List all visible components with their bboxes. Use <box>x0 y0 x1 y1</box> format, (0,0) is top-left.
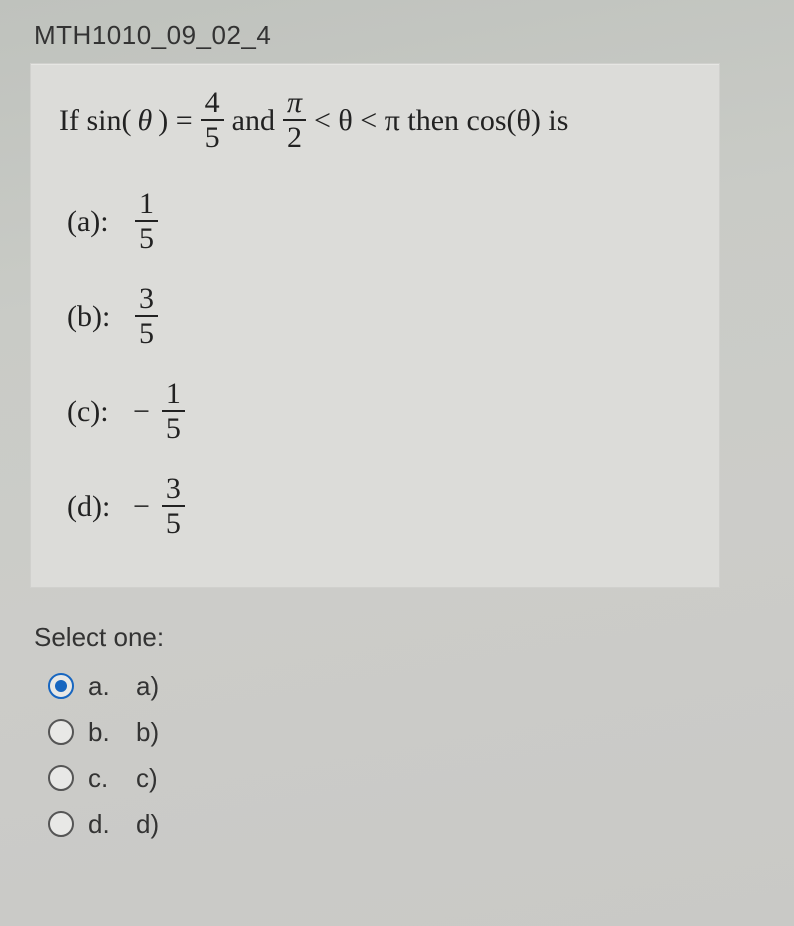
choice-text: d) <box>136 809 159 840</box>
frac-num: 3 <box>135 284 158 315</box>
choice-text: b) <box>136 717 159 748</box>
frac-den: 5 <box>162 410 185 444</box>
bound-frac-num: π <box>283 88 306 119</box>
choice-letter: a. <box>88 671 122 702</box>
stem-eq: ) = <box>158 106 192 136</box>
option-c: (c): − 1 5 <box>67 379 691 444</box>
choice-text: c) <box>136 763 158 794</box>
option-label: (b): <box>67 302 125 332</box>
choice-text: a) <box>136 671 159 702</box>
choice-b[interactable]: b. b) <box>48 709 764 755</box>
option-label: (d): <box>67 492 125 522</box>
stem-and: and <box>232 106 275 136</box>
choice-letter: b. <box>88 717 122 748</box>
question-box: If sin(θ) = 4 5 and π 2 < θ < π then cos… <box>30 63 720 588</box>
radio-icon[interactable] <box>48 811 74 837</box>
radio-icon[interactable] <box>48 765 74 791</box>
option-b: (b): 3 5 <box>67 284 691 349</box>
frac-num: 3 <box>162 474 185 505</box>
frac-den: 5 <box>135 220 158 254</box>
choice-a[interactable]: a. a) <box>48 663 764 709</box>
minus-sign: − <box>133 397 150 427</box>
choice-letter: c. <box>88 763 122 794</box>
sin-frac-num: 4 <box>201 88 224 119</box>
sin-fraction: 4 5 <box>201 88 224 153</box>
option-a-frac: 1 5 <box>135 189 158 254</box>
radio-group: a. a) b. b) c. c) d. d) <box>48 663 764 847</box>
radio-icon[interactable] <box>48 673 74 699</box>
frac-den: 5 <box>135 315 158 349</box>
question-stem: If sin(θ) = 4 5 and π 2 < θ < π then cos… <box>59 88 691 153</box>
option-label: (c): <box>67 397 125 427</box>
option-c-frac: 1 5 <box>162 379 185 444</box>
sin-frac-den: 5 <box>201 119 224 153</box>
option-d-frac: 3 5 <box>162 474 185 539</box>
option-label: (a): <box>67 207 125 237</box>
option-d: (d): − 3 5 <box>67 474 691 539</box>
select-one-label: Select one: <box>34 622 764 653</box>
choice-letter: d. <box>88 809 122 840</box>
option-b-frac: 3 5 <box>135 284 158 349</box>
option-a: (a): 1 5 <box>67 189 691 254</box>
bound-fraction: π 2 <box>283 88 306 153</box>
theta-symbol: θ <box>137 106 152 136</box>
minus-sign: − <box>133 492 150 522</box>
page: MTH1010_09_02_4 If sin(θ) = 4 5 and π 2 … <box>0 0 794 926</box>
stem-ineq: < θ < π then cos(θ) is <box>314 106 568 136</box>
frac-den: 5 <box>162 505 185 539</box>
choice-d[interactable]: d. d) <box>48 801 764 847</box>
choice-c[interactable]: c. c) <box>48 755 764 801</box>
frac-num: 1 <box>135 189 158 220</box>
question-id: MTH1010_09_02_4 <box>34 20 764 51</box>
stem-prefix: If sin( <box>59 106 131 136</box>
frac-num: 1 <box>162 379 185 410</box>
answer-options: (a): 1 5 (b): 3 5 (c): − 1 5 <box>67 189 691 539</box>
bound-frac-den: 2 <box>283 119 306 153</box>
radio-icon[interactable] <box>48 719 74 745</box>
